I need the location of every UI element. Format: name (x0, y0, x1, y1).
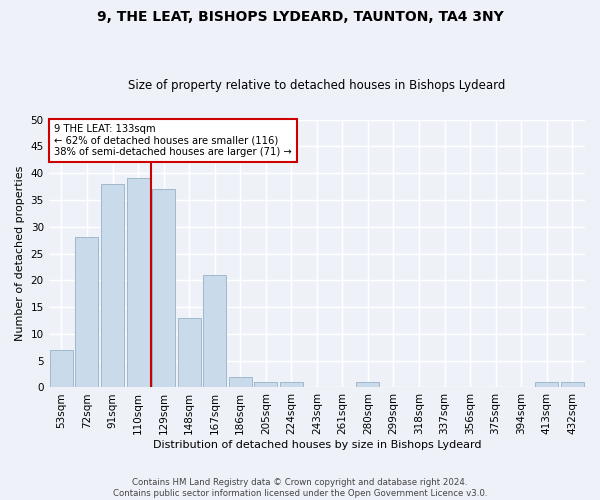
Text: 9, THE LEAT, BISHOPS LYDEARD, TAUNTON, TA4 3NY: 9, THE LEAT, BISHOPS LYDEARD, TAUNTON, T… (97, 10, 503, 24)
Y-axis label: Number of detached properties: Number of detached properties (15, 166, 25, 341)
Text: 9 THE LEAT: 133sqm
← 62% of detached houses are smaller (116)
38% of semi-detach: 9 THE LEAT: 133sqm ← 62% of detached hou… (54, 124, 292, 157)
Bar (561, 382, 584, 388)
Title: Size of property relative to detached houses in Bishops Lydeard: Size of property relative to detached ho… (128, 79, 506, 92)
Bar (152, 189, 175, 388)
Bar (356, 382, 379, 388)
Bar (101, 184, 124, 388)
Bar (127, 178, 149, 388)
Bar (535, 382, 558, 388)
Bar (254, 382, 277, 388)
Bar (203, 275, 226, 388)
Bar (229, 376, 252, 388)
Bar (280, 382, 303, 388)
X-axis label: Distribution of detached houses by size in Bishops Lydeard: Distribution of detached houses by size … (152, 440, 481, 450)
Text: Contains HM Land Registry data © Crown copyright and database right 2024.
Contai: Contains HM Land Registry data © Crown c… (113, 478, 487, 498)
Bar (50, 350, 73, 388)
Bar (178, 318, 200, 388)
Bar (76, 238, 98, 388)
